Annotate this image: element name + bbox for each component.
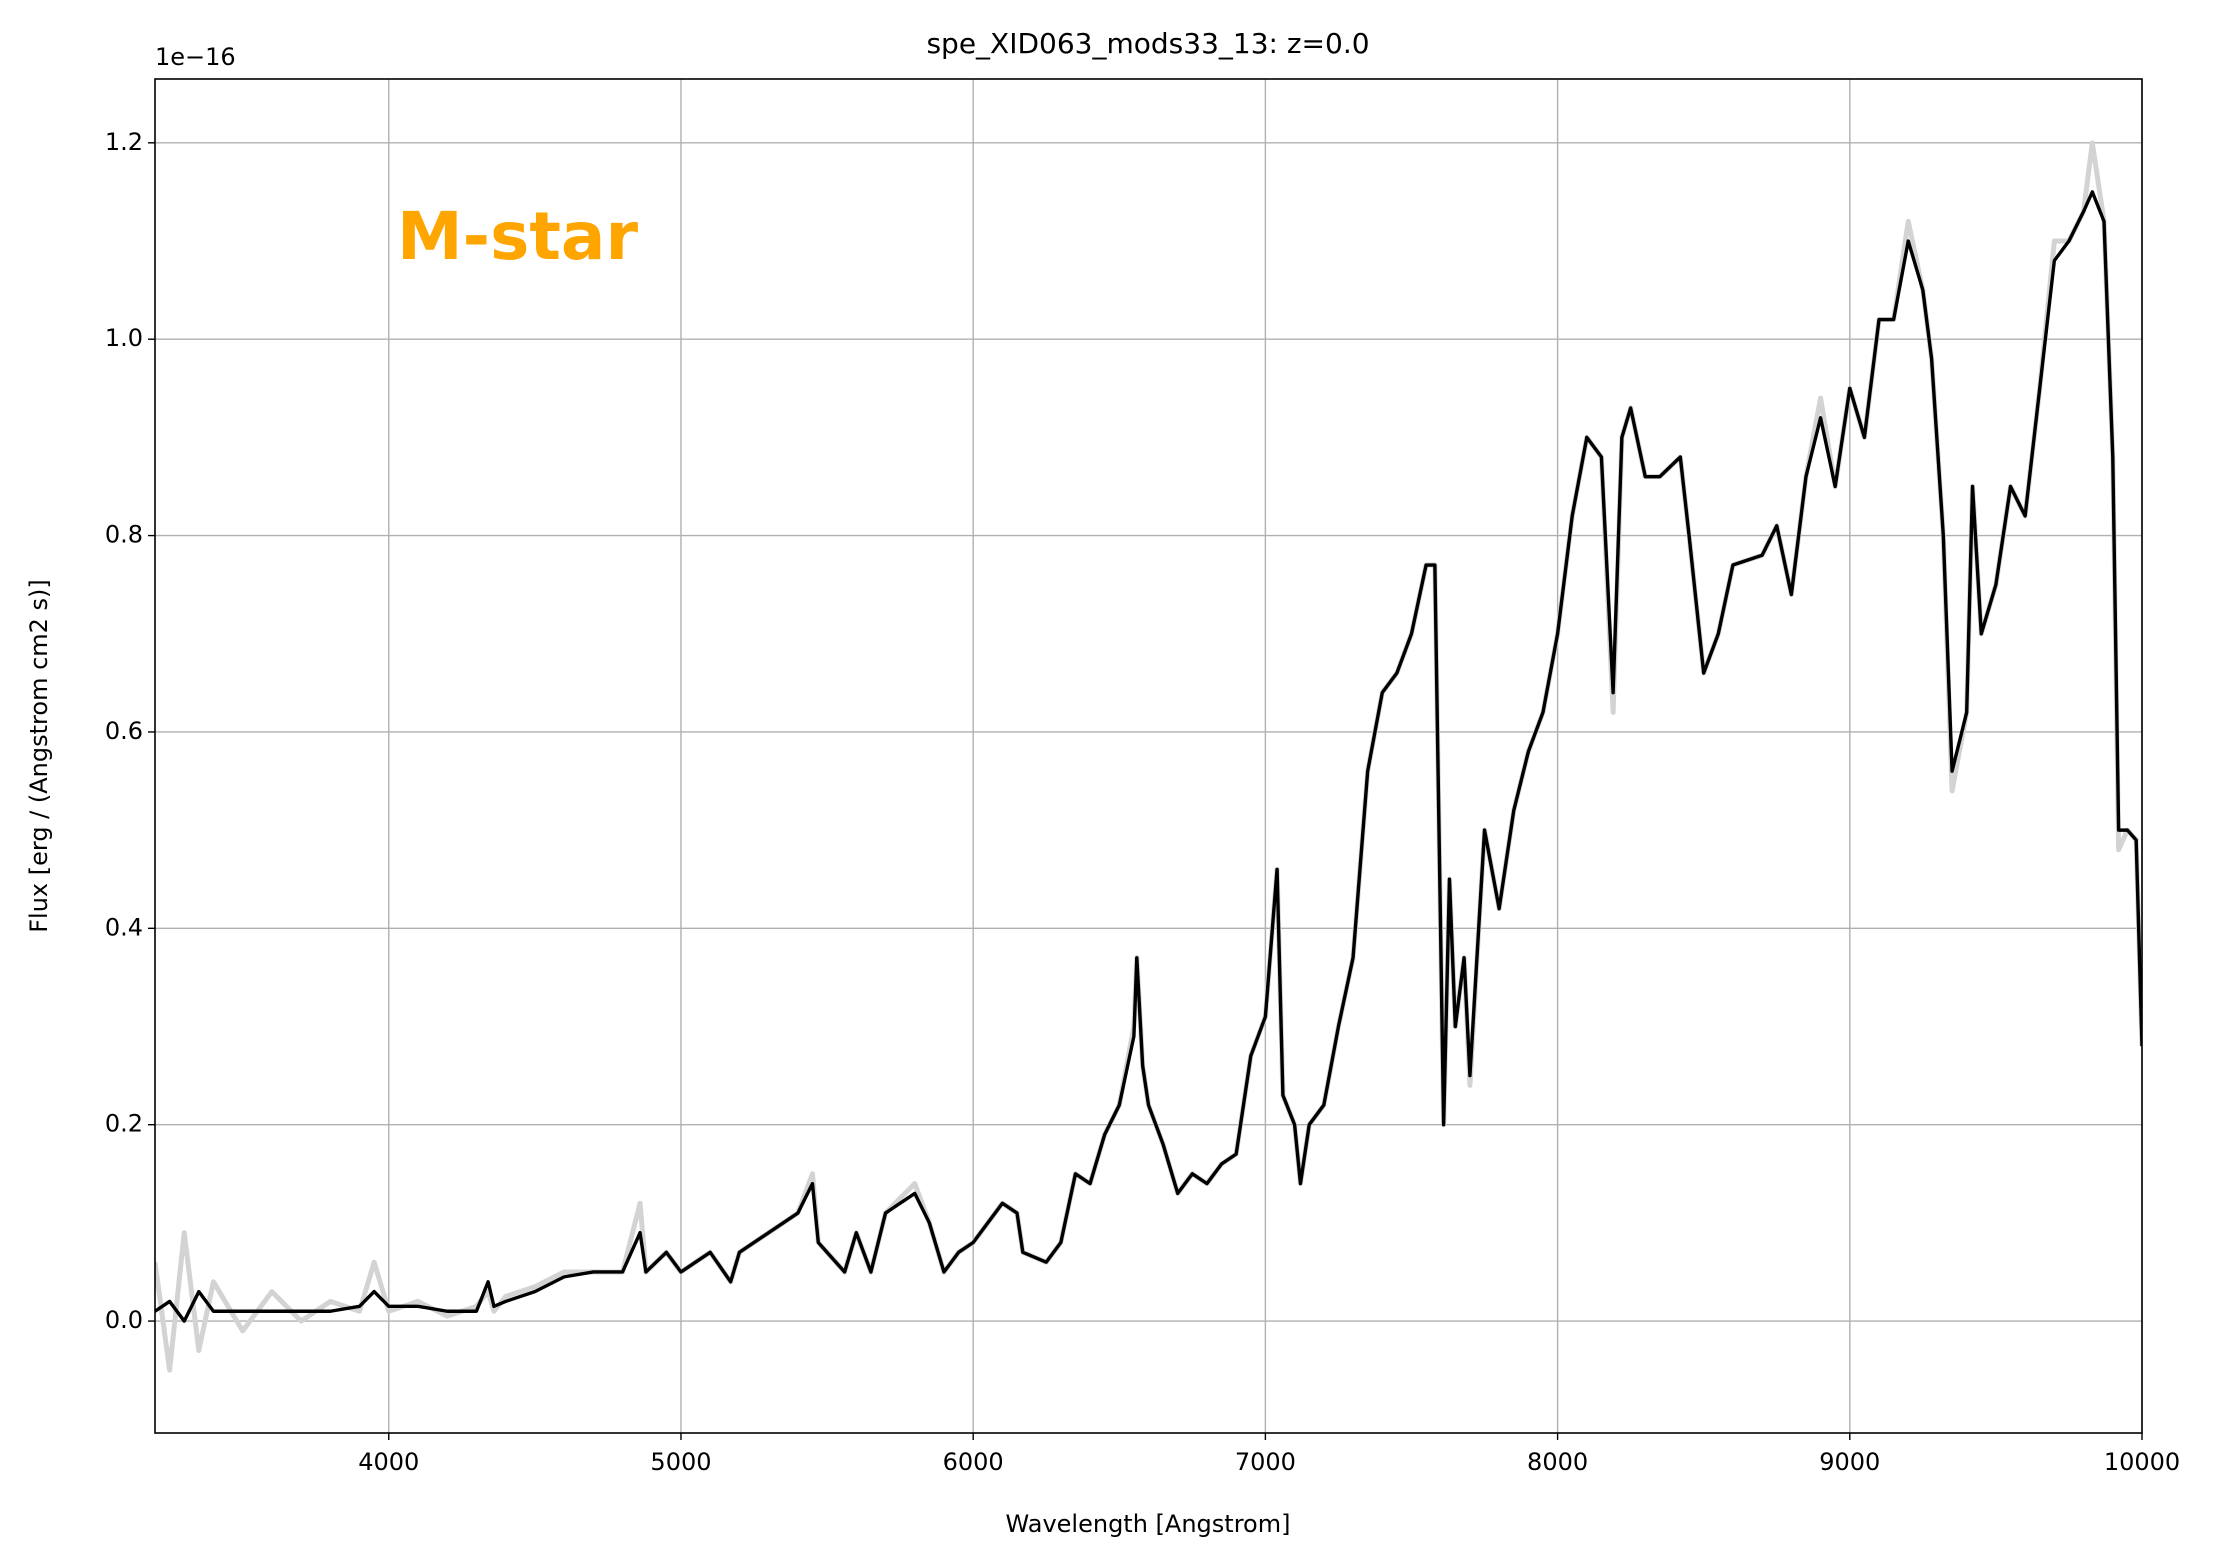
x-tick-label: 6000 <box>943 1448 1004 1476</box>
x-tick-label: 10000 <box>2104 1448 2180 1476</box>
x-tick-label: 5000 <box>650 1448 711 1476</box>
x-tick-label: 8000 <box>1527 1448 1588 1476</box>
y-tick-label: 0.2 <box>105 1110 143 1138</box>
x-tick-label: 7000 <box>1235 1448 1296 1476</box>
x-axis-label: Wavelength [Angstrom] <box>1006 1510 1291 1538</box>
x-tick-label: 4000 <box>358 1448 419 1476</box>
y-offset-label: 1e−16 <box>155 43 236 71</box>
spectrum-line <box>155 140 2142 1373</box>
y-tick-label: 1.2 <box>105 128 143 156</box>
spectrum-line <box>155 190 2142 1323</box>
y-tick-label: 0.4 <box>105 913 143 941</box>
x-tick-label: 9000 <box>1819 1448 1880 1476</box>
plot-frame <box>154 78 2143 1434</box>
chart-title: spe_XID063_mods33_13: z=0.0 <box>926 27 1369 60</box>
y-axis-label: Flux [erg / (Angstrom cm2 s)] <box>25 579 53 933</box>
annotation: M-star <box>397 198 638 275</box>
y-tick-label: 0.8 <box>105 521 143 549</box>
y-tick-label: 0.6 <box>105 717 143 745</box>
y-tick-label: 1.0 <box>105 324 143 352</box>
y-tick-label: 0.0 <box>105 1306 143 1334</box>
